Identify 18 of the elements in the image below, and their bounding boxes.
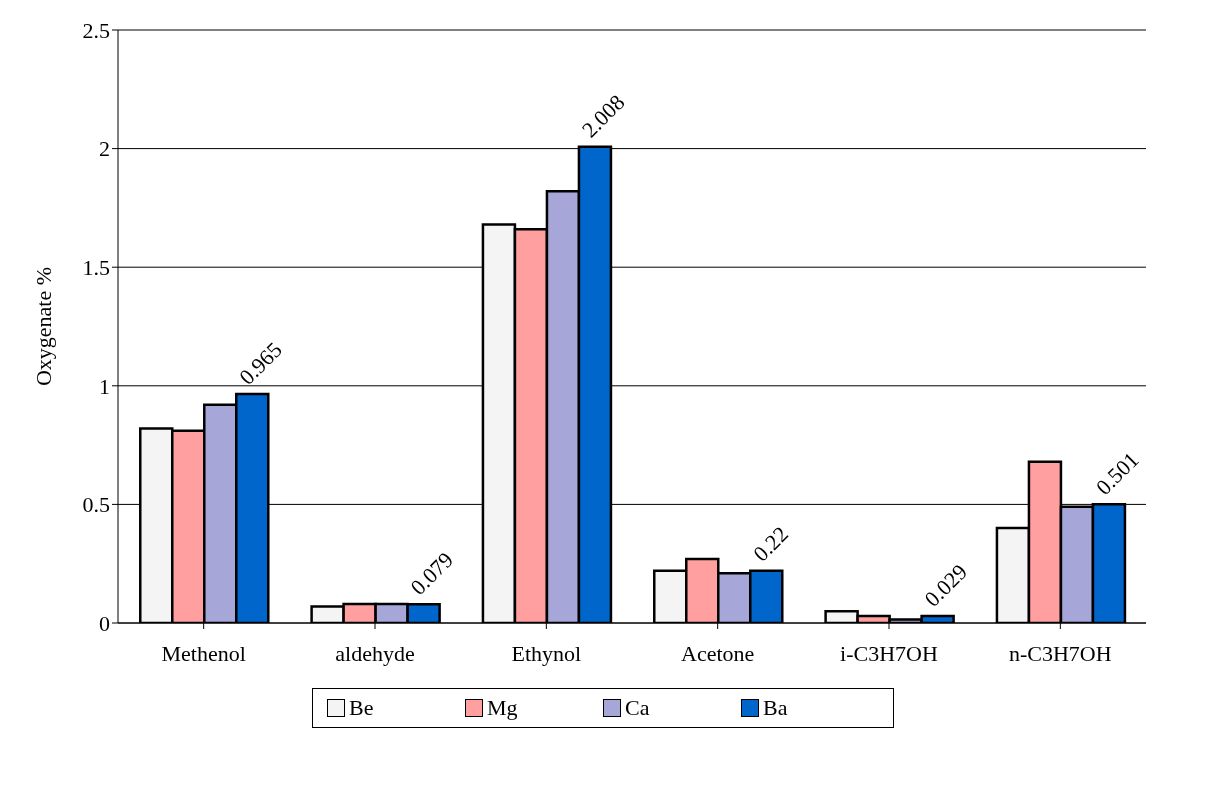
y-axis-title: Oxygenate %	[30, 266, 56, 387]
x-tick-label: n-C3H7OH	[1009, 640, 1112, 666]
legend-label: Ba	[763, 695, 788, 721]
y-tick-label: 1.5	[82, 255, 110, 281]
x-tick-label: aldehyde	[335, 640, 415, 666]
y-tick-label: 2	[99, 136, 110, 162]
y-tick-label: 0.5	[82, 492, 110, 518]
y-tick-label: 2.5	[82, 17, 110, 43]
legend-label: Be	[349, 695, 374, 721]
legend-label: Ca	[625, 695, 650, 721]
legend-label: Mg	[487, 695, 518, 721]
y-tick-label: 1	[99, 373, 110, 399]
data-label: 0.22	[748, 521, 794, 567]
y-tick-label: 0	[99, 610, 110, 636]
x-tick-label: Ethynol	[511, 640, 582, 666]
x-tick-label: i-C3H7OH	[840, 640, 938, 666]
x-tick-label: Methenol	[161, 640, 246, 666]
x-tick-label: Acetone	[681, 640, 755, 666]
